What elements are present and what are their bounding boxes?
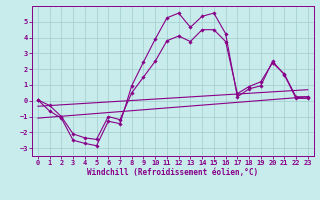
X-axis label: Windchill (Refroidissement éolien,°C): Windchill (Refroidissement éolien,°C): [87, 168, 258, 177]
